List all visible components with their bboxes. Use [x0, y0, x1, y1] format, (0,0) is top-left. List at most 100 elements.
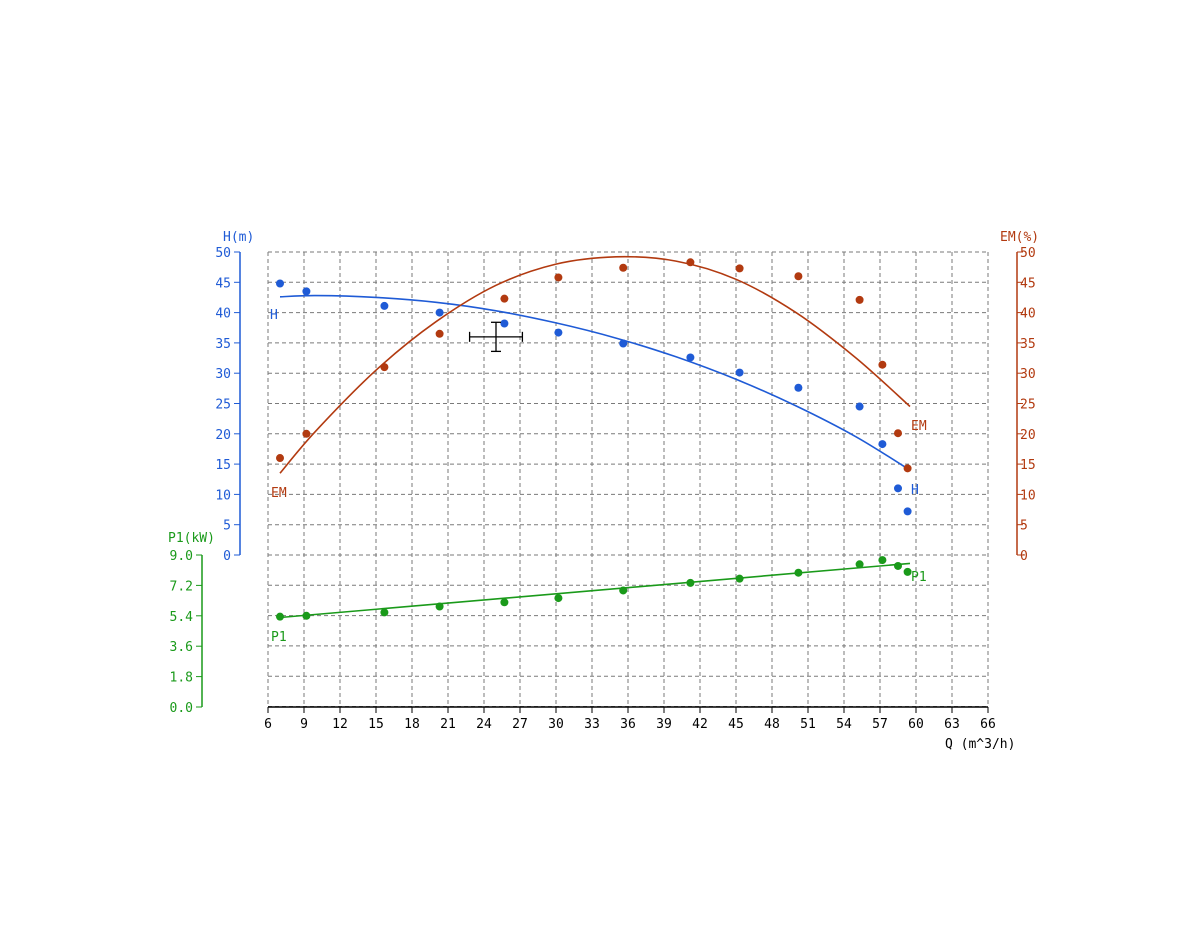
p1-data-point: [500, 598, 509, 607]
x-tick-label: 18: [404, 717, 420, 732]
p1-data-point: [894, 561, 902, 570]
h-fit-curve: [279, 294, 911, 471]
em-data-point: [276, 454, 284, 463]
x-tick-label: 45: [728, 717, 744, 732]
p1-data-point: [276, 612, 284, 621]
h-data-point: [276, 279, 284, 288]
em-tick-label: 20: [1020, 428, 1036, 443]
h-tick-label: 45: [215, 276, 231, 291]
p1-data-point: [619, 586, 628, 595]
x-tick-label: 6: [264, 717, 272, 732]
h-data-point: [855, 402, 864, 411]
p1-tick-label: 5.4: [170, 610, 194, 625]
x-axis-title: Q (m^3/h): [945, 737, 1015, 752]
h-data-point: [686, 353, 695, 362]
em-fit-curve: [279, 255, 911, 474]
p1-data-point: [380, 608, 389, 617]
em-curve-label-left: EM: [271, 486, 287, 501]
x-tick-label: 57: [872, 717, 888, 732]
p1-data-point: [686, 578, 695, 587]
x-tick-label: 48: [764, 717, 780, 732]
p1-data-point: [735, 574, 744, 583]
p1-tick-label: 1.8: [170, 671, 193, 686]
p1-data-point: [878, 556, 887, 565]
h-tick-label: 20: [215, 428, 231, 443]
p1-tick-label: 3.6: [170, 640, 193, 655]
em-tick-label: 30: [1020, 367, 1036, 382]
em-data-point: [903, 464, 912, 473]
x-tick-label: 63: [944, 717, 960, 732]
x-tick-label: 54: [836, 717, 852, 732]
em-data-point: [735, 264, 744, 273]
em-data-point: [878, 360, 887, 369]
axes: [201, 252, 1018, 708]
em-data-point: [794, 272, 803, 281]
x-tick-label: 66: [980, 717, 996, 732]
em-data-point: [500, 294, 509, 303]
h-tick-label: 10: [215, 488, 231, 503]
x-tick-label: 39: [656, 717, 672, 732]
x-tick-label: 33: [584, 717, 600, 732]
em-data-point: [894, 429, 902, 438]
em-data-point: [302, 429, 311, 438]
h-curve-label-right: H: [911, 483, 919, 498]
em-tick-label: 0: [1020, 549, 1028, 564]
x-tick-label: 12: [332, 717, 348, 732]
h-tick-label: 35: [215, 337, 231, 352]
h-tick-label: 5: [223, 519, 231, 534]
h-tick-label: 30: [215, 367, 231, 382]
p1-data-point: [554, 594, 563, 603]
p1-data-point: [794, 568, 803, 577]
x-tick-label: 60: [908, 717, 924, 732]
h-data-point: [619, 339, 628, 348]
x-tick-label: 24: [476, 717, 492, 732]
em-data-point: [380, 363, 389, 372]
h-curve-label-left: H: [270, 308, 278, 323]
h-data-point: [435, 308, 444, 317]
x-tick-label: 15: [368, 717, 384, 732]
em-tick-label: 25: [1020, 398, 1036, 413]
h-data-point: [794, 383, 803, 392]
em-axis-title: EM(%): [1000, 230, 1039, 245]
h-data-point: [554, 328, 563, 337]
em-tick-label: 50: [1020, 246, 1036, 261]
em-tick-label: 35: [1020, 337, 1036, 352]
p1-data-point: [302, 611, 311, 620]
em-data-point: [554, 273, 563, 282]
em-tick-label: 15: [1020, 458, 1036, 473]
x-tick-label: 27: [512, 717, 528, 732]
p1-axis-title: P1(kW): [168, 531, 215, 546]
em-data-point: [855, 295, 864, 304]
h-data-point: [878, 440, 887, 449]
x-tick-label: 36: [620, 717, 636, 732]
em-tick-label: 10: [1020, 488, 1036, 503]
h-tick-label: 15: [215, 458, 231, 473]
em-data-point: [686, 258, 695, 267]
x-tick-label: 30: [548, 717, 564, 732]
h-tick-label: 40: [215, 307, 231, 322]
p1-fit-curve: [279, 562, 911, 619]
h-data-point: [894, 484, 902, 493]
h-data-point: [500, 319, 509, 328]
h-tick-label: 25: [215, 398, 231, 413]
tick-labels: 6 9 12 15 18 21 24 27 30 33 36 39 42 45 48 51 54 57 60 63 66…: [170, 246, 1036, 732]
p1-curve-label-left: P1: [271, 630, 287, 645]
p1-data-point: [855, 560, 864, 569]
x-tick-label: 9: [300, 717, 308, 732]
em-data-point: [619, 263, 628, 272]
x-tick-label: 51: [800, 717, 816, 732]
em-curve-label-right: EM: [911, 419, 927, 434]
p1-data-point: [435, 602, 444, 611]
em-data-point: [435, 329, 444, 338]
crosshair-cursor[interactable]: [468, 321, 524, 353]
grid: [267, 251, 989, 707]
em-tick-label: 5: [1020, 519, 1028, 534]
p1-tick-label: 9.0: [170, 549, 193, 564]
h-data-point: [380, 301, 389, 310]
h-data-point: [735, 368, 744, 377]
p1-curve-label-right: P1: [911, 570, 927, 585]
h-tick-label: 0: [223, 549, 231, 564]
x-tick-label: 21: [440, 717, 456, 732]
em-tick-label: 45: [1020, 276, 1036, 291]
